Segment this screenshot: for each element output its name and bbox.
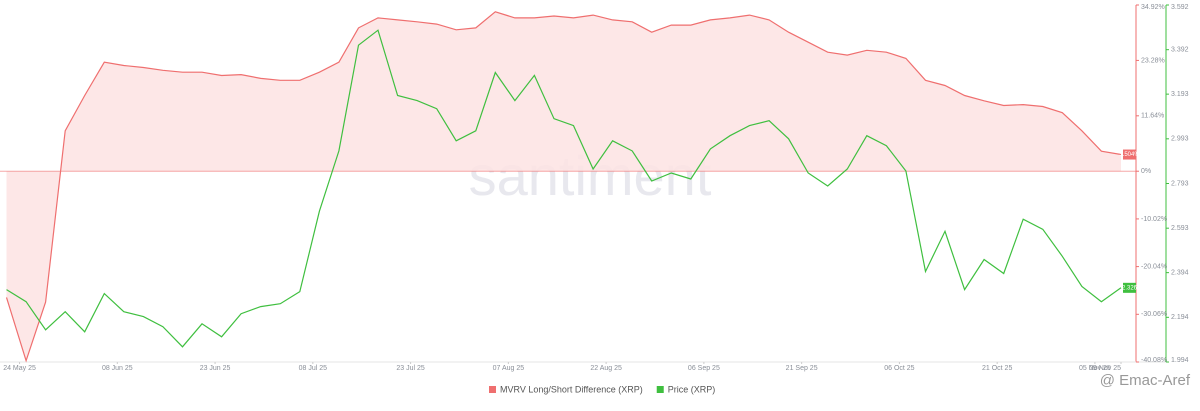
legend-label: MVRV Long/Short Difference (XRP) (500, 384, 643, 394)
end-badge-label: 3.504% (1119, 152, 1140, 158)
y2-tick-label: 2.194 (1171, 314, 1189, 321)
legend-swatch (656, 386, 664, 393)
end-badge (1123, 149, 1136, 160)
x-tick-label: 21 Oct 25 (982, 365, 1012, 372)
x-tick-label: 09 Nov 25 (1089, 365, 1121, 372)
x-tick-label: 06 Oct 25 (884, 365, 914, 372)
y-tick-label: 34.92% (1141, 4, 1165, 11)
x-tick-label: 05 Nov 25 (1079, 365, 1111, 372)
y2-tick-label: 2.993 (1171, 136, 1189, 143)
x-tick-label: 06 Sep 25 (688, 365, 720, 372)
x-tick-label: 23 Jul 25 (396, 365, 425, 372)
y2-tick-label: 3.592 (1171, 4, 1189, 11)
y-tick-label: -10.02% (1141, 216, 1167, 223)
x-tick-label: 21 Sep 25 (786, 365, 818, 372)
y-tick-label: -40.08% (1141, 357, 1167, 364)
end-badge (1123, 282, 1136, 293)
y-tick-label: 23.28% (1141, 57, 1165, 64)
x-tick-label: 08 Jun 25 (102, 365, 133, 372)
y2-tick-label: 1.994 (1171, 357, 1189, 364)
area (6, 11, 1121, 361)
y2-tick-label: 2.593 (1171, 225, 1189, 232)
x-tick-label: 08 Jul 25 (299, 365, 328, 372)
legend-swatch (489, 386, 496, 393)
legend-label: Price (XRP) (668, 384, 716, 394)
y2-tick-label: 3.193 (1171, 91, 1189, 98)
series-line (5, 11, 1122, 363)
series-line (6, 29, 1122, 348)
x-tick-label: 22 Aug 25 (590, 365, 622, 372)
y2-tick-label: 2.394 (1171, 269, 1189, 276)
x-tick-label: 23 Jun 25 (200, 365, 231, 372)
y-tick-label: 0% (1141, 168, 1151, 175)
x-tick-label: 07 Aug 25 (493, 365, 525, 372)
y2-tick-label: 3.392 (1171, 47, 1189, 54)
credit: @ Emac-Aref (1100, 372, 1191, 389)
end-badge-label: 2.326 (1122, 285, 1138, 291)
y-tick-label: -30.06% (1141, 311, 1167, 318)
y-tick-label: 11.64% (1141, 113, 1164, 120)
x-tick-label: 24 May 25 (3, 365, 36, 372)
y2-tick-label: 2.793 (1171, 180, 1189, 187)
y-tick-label: -20.04% (1141, 263, 1167, 270)
